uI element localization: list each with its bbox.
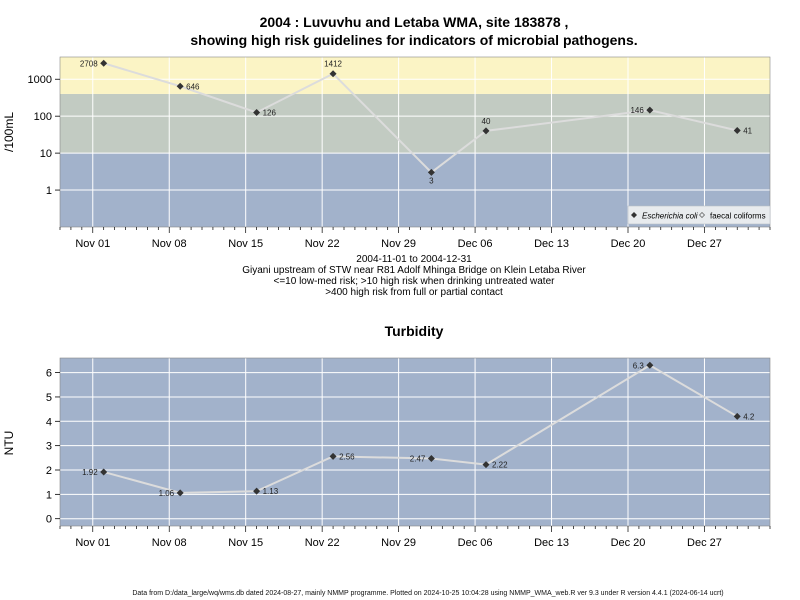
- data-label: 4.2: [743, 412, 755, 421]
- data-label: 146: [630, 106, 644, 115]
- y-tick-label: 1: [46, 489, 52, 501]
- data-point: [646, 361, 654, 369]
- data-point: [482, 127, 490, 135]
- y-tick-label: 2: [46, 465, 52, 477]
- x-tick-label: Dec 13: [534, 238, 569, 250]
- x-tick-label: Nov 15: [228, 238, 263, 250]
- data-label: 1.13: [263, 487, 279, 496]
- chart1-title: 2004 : Luvuvhu and Letaba WMA, site 1838…: [260, 14, 569, 30]
- data-label: 2.22: [492, 461, 508, 470]
- data-point: [329, 70, 337, 78]
- note-risk-drinking: <=10 low-med risk; >10 high risk when dr…: [274, 276, 556, 287]
- legend-ecoli-marker: [631, 212, 637, 218]
- data-point: [100, 468, 108, 476]
- chart2-background: [60, 358, 770, 526]
- data-label: 2.56: [339, 452, 355, 461]
- chart2-ylabel: NTU: [2, 431, 16, 456]
- data-point: [427, 168, 435, 176]
- footer-source: Data from D:/data_large/wq/wms.db dated …: [132, 590, 723, 597]
- chart1-x-axis: Nov 01 Nov 08 Nov 15 Nov 22 Nov 29 Dec 06 Dec …: [59, 227, 771, 250]
- data-point: [253, 108, 261, 116]
- x-tick-label: Dec 27: [687, 537, 722, 549]
- data-point: [482, 461, 490, 469]
- data-label: 126: [263, 108, 277, 117]
- x-tick-label: Nov 08: [152, 238, 187, 250]
- data-label: 3: [429, 176, 434, 185]
- x-tick-label: Nov 29: [381, 537, 416, 549]
- data-point: [733, 126, 741, 134]
- y-tick-label: 10: [40, 148, 52, 160]
- chart1-subtitle: showing high risk guidelines for indicat…: [190, 32, 637, 48]
- chart1-frame: [59, 56, 771, 228]
- y-tick-label: 1000: [28, 74, 52, 86]
- chart2-title: Turbidity: [385, 323, 444, 339]
- risk-band: [60, 93, 770, 154]
- series-line: [103, 62, 738, 174]
- data-point: [176, 489, 184, 497]
- data-label: 646: [186, 82, 200, 91]
- chart1-plot-area: 2708 646 126 1412 3 40 146 41: [59, 56, 771, 228]
- data-label: 1.06: [159, 489, 175, 498]
- chart2-y-axis: 0 1 2 3 4 5 6: [46, 368, 60, 526]
- data-point: [733, 412, 741, 420]
- legend-faecal-label: faecal coliforms: [710, 212, 766, 221]
- x-tick-label: Nov 01: [75, 537, 110, 549]
- y-tick-label: 4: [46, 416, 52, 428]
- chart1-y-axis: 1 10 100 1000: [28, 74, 60, 197]
- data-label: 41: [743, 126, 752, 135]
- chart1-legend: Escherichia coli faecal coliforms: [627, 205, 771, 225]
- y-tick-label: 5: [46, 392, 52, 404]
- x-tick-label: Dec 20: [611, 238, 646, 250]
- data-point: [646, 106, 654, 114]
- data-point: [176, 82, 184, 90]
- y-tick-label: 100: [34, 111, 52, 123]
- data-point: [329, 452, 337, 460]
- series-line: [103, 364, 738, 494]
- y-tick-label: 0: [46, 514, 52, 526]
- x-tick-label: Dec 13: [534, 537, 569, 549]
- x-tick-label: Nov 22: [305, 238, 340, 250]
- note-risk-contact: >400 high risk from full or partial cont…: [325, 287, 503, 298]
- note-date-range: 2004-11-01 to 2004-12-31: [356, 254, 472, 265]
- x-tick-label: Dec 06: [458, 537, 493, 549]
- data-point: [100, 59, 108, 67]
- data-point: [253, 487, 261, 495]
- risk-band: [60, 57, 770, 94]
- chart2-frame: [59, 357, 771, 527]
- x-tick-label: Dec 06: [458, 238, 493, 250]
- x-tick-label: Nov 08: [152, 537, 187, 549]
- data-point: [427, 455, 435, 463]
- chart2-plot-area: 1.92 1.06 1.13 2.56 2.47 2.22 6.3 4.2: [59, 357, 771, 527]
- x-tick-label: Nov 15: [228, 537, 263, 549]
- x-tick-label: Dec 27: [687, 238, 722, 250]
- y-tick-label: 6: [46, 368, 52, 380]
- data-label: 1.92: [82, 468, 98, 477]
- x-tick-label: Dec 20: [611, 537, 646, 549]
- data-label: 40: [482, 117, 491, 126]
- data-label: 2.47: [410, 455, 426, 464]
- data-label: 6.3: [633, 361, 645, 370]
- x-tick-label: Nov 01: [75, 238, 110, 250]
- data-label: 1412: [324, 60, 342, 69]
- y-tick-label: 1: [46, 185, 52, 197]
- legend-box: [627, 205, 771, 225]
- legend-faecal-marker: [699, 212, 705, 218]
- data-label: 2708: [80, 59, 98, 68]
- note-site: Giyani upstream of STW near R81 Adolf Mh…: [242, 265, 586, 276]
- chart1-ylabel: /100mL: [2, 112, 16, 152]
- x-tick-label: Nov 29: [381, 238, 416, 250]
- chart2-x-axis: Nov 01 Nov 08 Nov 15 Nov 22 Nov 29 Dec 06 Dec …: [59, 526, 771, 549]
- y-tick-label: 3: [46, 441, 52, 453]
- legend-ecoli-label: Escherichia coli: [642, 212, 698, 221]
- x-tick-label: Nov 22: [305, 537, 340, 549]
